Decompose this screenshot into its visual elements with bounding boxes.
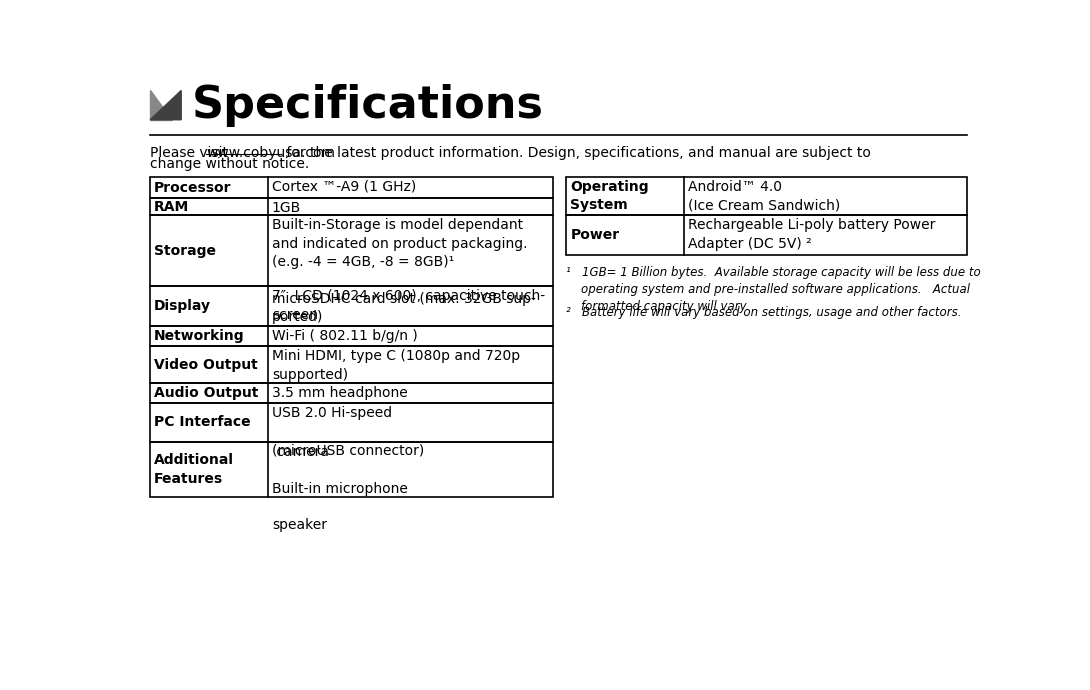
Text: camera

Built-in microphone

speaker: camera Built-in microphone speaker	[271, 444, 408, 532]
Text: ¹   1GB= 1 Billion bytes.  Available storage capacity will be less due to
    op: ¹ 1GB= 1 Billion bytes. Available storag…	[567, 266, 981, 313]
Text: 3.5 mm headphone: 3.5 mm headphone	[271, 386, 408, 400]
Bar	[150, 215, 554, 286]
Bar	[150, 177, 554, 198]
Text: Audio Output: Audio Output	[154, 386, 258, 400]
Bar	[150, 403, 554, 442]
Bar	[150, 198, 554, 215]
Bar	[150, 383, 554, 403]
Text: www.cobyusa.com: www.cobyusa.com	[206, 146, 335, 160]
Text: Power: Power	[570, 228, 619, 242]
Text: 1GB: 1GB	[271, 201, 301, 215]
Text: Wi-Fi ( 802.11 b/g/n ): Wi-Fi ( 802.11 b/g/n )	[271, 329, 417, 343]
Text: Specifications: Specifications	[192, 83, 544, 127]
Text: change without notice.: change without notice.	[150, 157, 310, 172]
Text: Additional
Features: Additional Features	[154, 453, 234, 486]
Text: Mini HDMI, type C (1080p and 720p
supported): Mini HDMI, type C (1080p and 720p suppor…	[271, 349, 520, 382]
Bar	[567, 177, 967, 215]
Polygon shape	[150, 90, 172, 120]
Text: 7″  LCD (1024 x 600), capacitive touch-
screen: 7″ LCD (1024 x 600), capacitive touch- s…	[271, 289, 545, 322]
Bar	[150, 346, 554, 383]
Text: Storage: Storage	[154, 244, 216, 257]
Text: Display: Display	[154, 299, 211, 313]
Text: Video Output: Video Output	[154, 357, 258, 372]
Bar	[150, 286, 554, 326]
Bar	[150, 442, 554, 497]
Text: Built-in-Storage is model dependant
and indicated on product packaging.
(e.g. -4: Built-in-Storage is model dependant and …	[271, 218, 536, 324]
Text: Operating
System: Operating System	[570, 180, 649, 213]
Text: for the latest product information. Design, specifications, and manual are subje: for the latest product information. Desi…	[282, 146, 871, 160]
Text: Networking: Networking	[154, 329, 244, 343]
Text: Android™ 4.0
(Ice Cream Sandwich): Android™ 4.0 (Ice Cream Sandwich)	[688, 180, 840, 213]
Text: Processor: Processor	[154, 181, 231, 195]
Text: USB 2.0 Hi-speed

(microUSB connector): USB 2.0 Hi-speed (microUSB connector)	[271, 406, 424, 457]
Text: Rechargeable Li-poly battery Power
Adapter (DC 5V) ²: Rechargeable Li-poly battery Power Adapt…	[688, 218, 935, 250]
Bar	[567, 215, 967, 255]
Text: PC Interface: PC Interface	[154, 415, 251, 429]
Text: RAM: RAM	[154, 200, 190, 214]
Text: ²   Battery life will vary based on settings, usage and other factors.: ² Battery life will vary based on settin…	[567, 306, 961, 319]
Polygon shape	[150, 90, 181, 120]
Bar	[150, 326, 554, 346]
Text: Please visit: Please visit	[150, 146, 232, 160]
Text: Cortex ™-A9 (1 GHz): Cortex ™-A9 (1 GHz)	[271, 180, 416, 194]
